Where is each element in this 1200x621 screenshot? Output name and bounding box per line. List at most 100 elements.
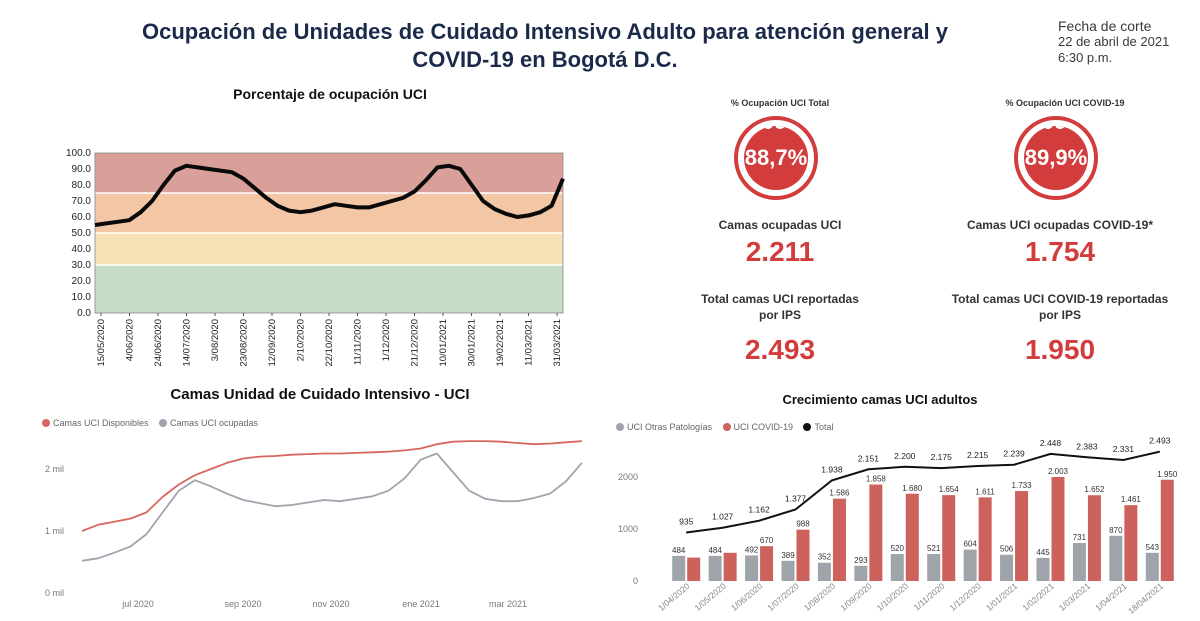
cutoff-time: 6:30 p.m. bbox=[1058, 50, 1113, 65]
legend-item-ocupadas: Camas UCI ocupadas bbox=[159, 418, 258, 428]
bar-label-otras: 604 bbox=[963, 540, 977, 549]
y-tick-label: 20.0 bbox=[72, 276, 92, 287]
bar-label-otras: 389 bbox=[781, 551, 795, 560]
legend-dot-icon bbox=[722, 423, 731, 431]
legend-item-total: Total bbox=[803, 422, 833, 432]
bar-label-otras: 484 bbox=[708, 546, 722, 555]
total-label: 1.162 bbox=[748, 505, 770, 515]
legend-item-otras: UCI Otras Patologías bbox=[616, 422, 712, 432]
occupancy-percentage-chart: 0.0 10.0 20.0 30.0 40.0 50.0 60.0 70.0 80.0 90.0 1… bbox=[66, 148, 565, 367]
x-tick-label: 1/12/2020 bbox=[381, 319, 392, 361]
kpi-covid-pct-label: % Ocupación UCI COVID-19 bbox=[1005, 98, 1125, 108]
legend-label: UCI Otras Patologías bbox=[627, 422, 713, 432]
legend-label: UCI COVID-19 bbox=[733, 422, 794, 432]
x-tick-label: 1/04/2021 bbox=[1093, 581, 1129, 613]
bar-otras bbox=[1145, 552, 1159, 581]
total-reported-label: Total camas UCI reportadas por IPS bbox=[660, 291, 900, 323]
threshold-band bbox=[95, 153, 563, 193]
bar-label-otras: 506 bbox=[1000, 545, 1014, 554]
cutoff-date: 22 de abril de 2021 bbox=[1058, 34, 1170, 49]
covid-occupancy-gauge: 89,9% bbox=[1014, 116, 1098, 200]
covid-occupied-beds-value: 1.754 bbox=[1024, 236, 1096, 267]
total-label: 1.027 bbox=[712, 512, 734, 522]
x-tick-label: 10/01/2021 bbox=[438, 319, 449, 367]
threshold-band bbox=[95, 265, 563, 313]
bar-covid bbox=[905, 493, 919, 581]
bar-label-otras: 731 bbox=[1073, 533, 1087, 542]
bar-otras bbox=[1036, 557, 1050, 581]
bar-otras bbox=[1072, 543, 1086, 581]
total-label: 2.175 bbox=[931, 452, 953, 462]
occupancy-chart-title: Porcentaje de ocupación UCI bbox=[233, 86, 427, 102]
bar-covid bbox=[1160, 479, 1174, 581]
bar-label-otras: 293 bbox=[854, 556, 868, 565]
bar-label-covid: 1.461 bbox=[1121, 495, 1142, 504]
x-tick-label: 1/04/2020 bbox=[656, 581, 692, 613]
bar-otras bbox=[708, 555, 722, 581]
beds-chart-legend: Camas UCI Disponibles Camas UCI ocupadas bbox=[42, 414, 264, 432]
total-occupancy-gauge: 88,7% bbox=[734, 116, 818, 200]
bar-otras bbox=[781, 560, 795, 581]
bar-covid bbox=[942, 495, 956, 581]
total-label: 935 bbox=[679, 516, 693, 526]
legend-dot-icon bbox=[159, 419, 167, 427]
y-tick-label: 40.0 bbox=[72, 244, 92, 255]
bar-label-covid: 1.611 bbox=[975, 487, 995, 496]
y-tick-label: 1 mil bbox=[45, 526, 64, 536]
bar-label-otras: 520 bbox=[891, 544, 905, 553]
x-tick-label: 1/11/2020 bbox=[912, 581, 947, 613]
x-tick-label: 15/05/2020 bbox=[96, 319, 107, 367]
bar-otras bbox=[1000, 554, 1014, 581]
x-tick-label: 23/08/2020 bbox=[239, 319, 250, 367]
gauge-fill: 88,7% bbox=[744, 126, 808, 190]
total-label: 1.938 bbox=[821, 464, 843, 474]
x-tick-label: 22/10/2020 bbox=[324, 319, 335, 367]
bar-label-otras: 492 bbox=[745, 545, 759, 554]
total-line bbox=[686, 450, 1161, 534]
bar-label-covid: 670 bbox=[760, 536, 774, 545]
bar-label-covid: 2.003 bbox=[1048, 467, 1069, 476]
beds-line-chart: 0 mil 1 mil 2 mil jul 2020 sep 2020 nov 2020 e… bbox=[45, 440, 583, 609]
bar-otras bbox=[963, 549, 977, 581]
y-tick-label: 50.0 bbox=[72, 228, 92, 239]
bar-covid bbox=[978, 497, 992, 581]
legend-label: Camas UCI Disponibles bbox=[53, 418, 149, 428]
x-tick-label: 31/03/2021 bbox=[552, 319, 563, 367]
bar-label-otras: 352 bbox=[818, 553, 832, 562]
bar-covid bbox=[687, 557, 701, 581]
total-label: 2.215 bbox=[967, 450, 989, 460]
growth-chart-title: Crecimiento camas UCI adultos bbox=[782, 392, 978, 407]
x-tick-label: 4/06/2020 bbox=[125, 319, 136, 361]
x-tick-label: 1/09/2020 bbox=[838, 581, 874, 613]
x-tick-label: 11/11/2020 bbox=[353, 319, 364, 365]
gauge-fill: 89,9% bbox=[1024, 126, 1088, 190]
bar-otras bbox=[1109, 535, 1123, 581]
y-tick-label: 80.0 bbox=[72, 180, 92, 191]
covid-occupied-beds-label: Camas UCI ocupadas COVID-19* bbox=[966, 218, 1154, 232]
bar-covid bbox=[1015, 491, 1029, 581]
bar-otras bbox=[817, 562, 831, 581]
x-tick-label: 24/06/2020 bbox=[153, 319, 164, 367]
x-tick-label: mar 2021 bbox=[489, 599, 527, 609]
y-tick-label: 0 bbox=[633, 576, 638, 586]
bar-otras bbox=[890, 554, 904, 581]
occupied-beds-line bbox=[81, 452, 583, 562]
covid-reported-label-line1: Total camas UCI COVID-19 reportadas bbox=[951, 292, 1169, 306]
bar-covid bbox=[832, 498, 846, 581]
threshold-band bbox=[95, 193, 563, 233]
x-tick-label: 1/03/2021 bbox=[1057, 581, 1093, 613]
legend-item-covid: UCI COVID-19 bbox=[722, 422, 794, 432]
x-tick-label: 1/06/2020 bbox=[729, 581, 765, 613]
bar-label-otras: 543 bbox=[1146, 543, 1160, 552]
x-tick-label: 1/07/2020 bbox=[765, 581, 801, 613]
x-tick-label: 12/09/2020 bbox=[267, 319, 278, 367]
bar-covid bbox=[1124, 505, 1138, 581]
x-tick-label: 1/12/2020 bbox=[948, 581, 984, 613]
covid-reported-value: 1.950 bbox=[1024, 334, 1096, 365]
bar-label-covid: 1.586 bbox=[829, 489, 850, 498]
y-tick-label: 0 mil bbox=[45, 588, 64, 598]
covid-occupancy-value: 89,9% bbox=[1024, 145, 1088, 170]
total-occupancy-value: 88,7% bbox=[744, 145, 808, 170]
y-tick-label: 0.0 bbox=[77, 308, 91, 319]
